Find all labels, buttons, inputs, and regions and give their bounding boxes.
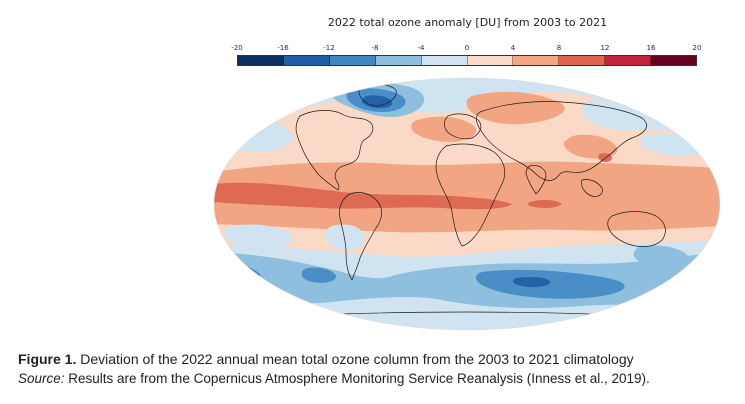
south-pacific-negative [223, 224, 294, 249]
coastline-north-america [295, 110, 374, 191]
globe-outline [213, 77, 721, 331]
figure-label: Figure 1. [18, 351, 77, 367]
colorbar-segment-0 [238, 56, 284, 65]
eurasia-positive [466, 91, 565, 125]
colorbar-tick-label: -20 [231, 44, 243, 52]
colorbar-tick-label: 12 [600, 44, 610, 52]
south-pacific-negative-spot [301, 267, 336, 283]
coastline-southeast-asia [581, 179, 603, 197]
anomaly-field [214, 78, 720, 330]
colorbar-tick-label: 20 [692, 44, 702, 52]
colorbar-tick-label: 0 [464, 44, 470, 52]
colorbar-segment-9 [651, 56, 697, 65]
caption-line-figure: Figure 1. Deviation of the 2022 annual m… [18, 349, 738, 369]
source-label: Source: [18, 371, 65, 386]
tropical-strong-positive [214, 182, 512, 210]
map-svg [213, 77, 721, 331]
indian-ocean-positive-streak [527, 199, 562, 208]
colorbar-tick-label: 4 [510, 44, 516, 52]
colorbar-tick-label: 8 [556, 44, 562, 52]
colorbar-segment-8 [605, 56, 652, 65]
colorbar [237, 55, 697, 66]
colorbar-tick-label: -12 [323, 44, 335, 52]
coastline-asia [476, 101, 647, 181]
colorbar-tick-label: 16 [646, 44, 656, 52]
ozone-anomaly-map [212, 76, 722, 332]
colorbar-segment-7 [559, 56, 606, 65]
figure-text: Deviation of the 2022 annual mean total … [76, 351, 634, 367]
australia-south-negative [633, 245, 689, 267]
coastline-europe [444, 113, 482, 140]
source-text: Results are from the Copernicus Atmosphe… [64, 371, 650, 386]
colorbar-tick-label: -4 [417, 44, 425, 52]
coastline-south-america [339, 192, 382, 281]
south-america-negative [325, 224, 365, 251]
colorbar-segment-3 [375, 56, 422, 65]
coastline-australia [607, 211, 666, 247]
colorbar-segment-1 [283, 56, 330, 65]
coastline-africa [435, 143, 506, 247]
colorbar-tick-label: -8 [371, 44, 379, 52]
colorbar-tick-labels: -20 -16 -12 -8 -4 0 4 8 12 16 20 [231, 44, 701, 54]
caption-line-source: Source: Results are from the Copernicus … [18, 369, 738, 389]
east-asia-positive [563, 134, 618, 159]
southern-ocean-strong-negative [475, 269, 625, 299]
colorbar-title: 2022 total ozone anomaly [DU] from 2003 … [327, 16, 608, 29]
colorbar-tick-label: -16 [277, 44, 289, 52]
arctic-core-negative [361, 95, 393, 109]
colorbar-segment-2 [329, 56, 376, 65]
figure-caption: Figure 1. Deviation of the 2022 annual m… [18, 349, 738, 389]
coastline-india [525, 165, 547, 195]
europe-positive [411, 116, 477, 142]
colorbar-segment-5 [467, 56, 514, 65]
colorbar-segment-4 [421, 56, 468, 65]
southern-ocean-core-negative [512, 277, 551, 288]
colorbar-segment-6 [513, 56, 560, 65]
